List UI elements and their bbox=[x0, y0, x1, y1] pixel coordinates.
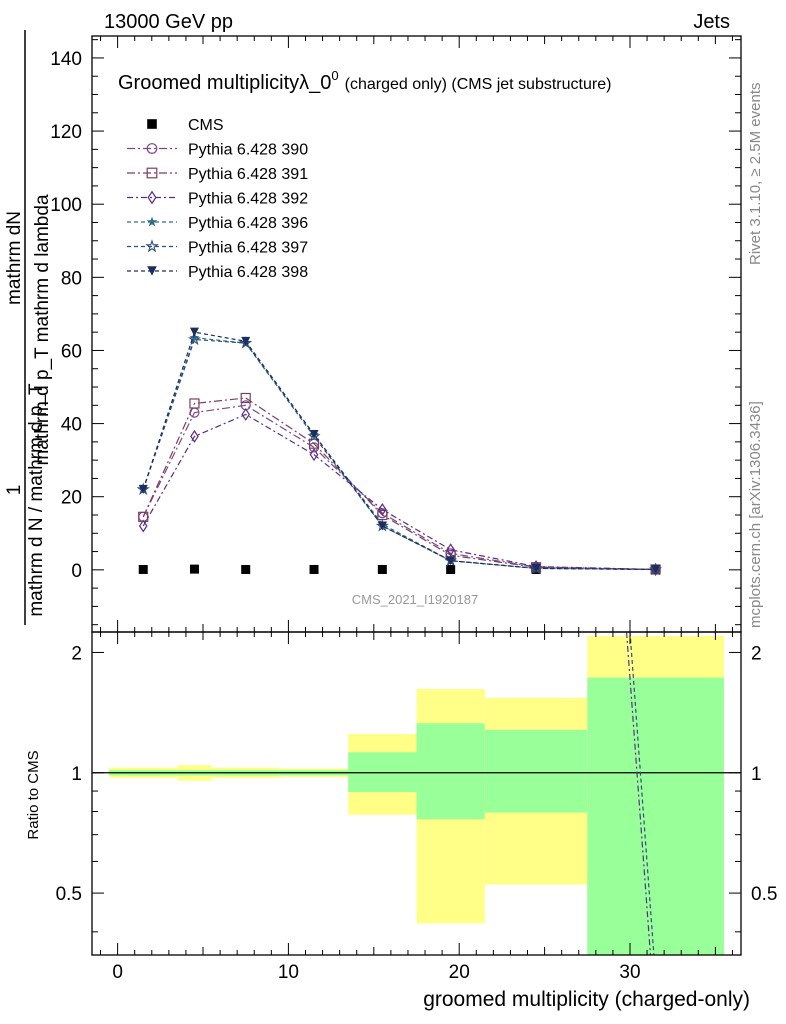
data-point bbox=[377, 521, 387, 531]
ylabel-right-denominator: mathrm d p_T mathrm d lambda bbox=[32, 194, 53, 465]
ylabel-left-numerator: 1 bbox=[4, 485, 25, 496]
ratio-y-tick-label-right: 1 bbox=[751, 764, 762, 785]
data-point bbox=[188, 332, 202, 346]
chart-title: Groomed multiplicityλ_00 (charged only) (… bbox=[118, 68, 611, 94]
data-point bbox=[531, 563, 541, 573]
y-tick-label: 0 bbox=[71, 561, 82, 582]
data-point bbox=[446, 556, 456, 566]
legend-label: Pythia 6.428 392 bbox=[188, 191, 308, 208]
data-point bbox=[138, 564, 148, 574]
legend-marker bbox=[146, 143, 158, 154]
series-5 bbox=[136, 332, 663, 576]
legend-marker bbox=[146, 216, 158, 227]
legend-marker bbox=[145, 239, 159, 253]
data-point bbox=[189, 564, 199, 574]
ratio-ylabel: Ratio to CMS bbox=[25, 750, 42, 839]
legend: CMS Pythia 6.428 390 Pythia 6.428 391 Pythi… bbox=[127, 117, 308, 281]
series-line bbox=[142, 413, 656, 571]
legend-label: CMS bbox=[188, 117, 224, 134]
series-3 bbox=[138, 407, 660, 576]
chart-title-superscript: 0 bbox=[331, 68, 338, 83]
chart-title-suffix: (charged only) (CMS jet substructure) bbox=[345, 76, 612, 93]
legend-marker bbox=[147, 266, 157, 276]
ratio-plot-panel: 0 10 20 30 0.5 0.5 1 1 2 2 bbox=[56, 631, 777, 983]
y-tick-label: 140 bbox=[50, 49, 82, 70]
x-tick-label: 0 bbox=[112, 962, 123, 983]
legend-label: Pythia 6.428 397 bbox=[188, 240, 308, 257]
data-point bbox=[378, 503, 387, 516]
data-point bbox=[241, 407, 251, 421]
legend-marker bbox=[146, 167, 158, 179]
mcplots-credit-label: mcplots.cern.ch [arXiv:1306.3436] bbox=[747, 401, 764, 628]
legend-marker bbox=[147, 190, 157, 205]
data-point bbox=[138, 484, 148, 494]
ratio-stat-band bbox=[484, 729, 588, 813]
y-tick-label: 100 bbox=[50, 195, 82, 216]
data-point bbox=[189, 327, 199, 337]
series-6 bbox=[138, 327, 661, 574]
data-point bbox=[189, 398, 200, 409]
series-line bbox=[142, 338, 656, 571]
y-tick-label: 40 bbox=[61, 415, 82, 436]
series-4 bbox=[138, 332, 661, 574]
data-point bbox=[138, 519, 148, 533]
series-line bbox=[142, 331, 656, 571]
data-point bbox=[309, 448, 319, 462]
ratio-frame bbox=[91, 631, 742, 956]
data-point bbox=[189, 332, 200, 342]
legend-label: Pythia 6.428 391 bbox=[188, 166, 308, 183]
y-tick-label: 20 bbox=[61, 488, 82, 509]
data-point bbox=[651, 564, 661, 574]
data-point bbox=[446, 564, 456, 574]
y-tick-label: 120 bbox=[50, 122, 82, 143]
data-point bbox=[241, 564, 251, 574]
ylabel-right-numerator: mathrm dN bbox=[4, 211, 25, 305]
ratio-y-tick-label: 1 bbox=[71, 764, 82, 785]
series-line bbox=[142, 337, 656, 571]
ratio-stat-band bbox=[416, 723, 485, 820]
ratio-y-tick-label: 0.5 bbox=[56, 884, 82, 905]
ratio-curve bbox=[629, 631, 655, 956]
ratio-curve bbox=[625, 631, 652, 956]
rivet-version-label: Rivet 3.1.10, ≥ 2.5M events bbox=[747, 83, 764, 266]
x-tick-label: 30 bbox=[619, 962, 640, 983]
data-point bbox=[377, 564, 387, 574]
ylabel-left-denominator: mathrm d N / mathrm d p_T bbox=[26, 383, 47, 617]
x-tick-label: 10 bbox=[278, 962, 299, 983]
ratio-y-tick-label: 2 bbox=[71, 643, 82, 664]
analysis-watermark: CMS_2021_I1920187 bbox=[352, 592, 479, 607]
data-point bbox=[309, 430, 319, 440]
main-plot-panel: 0 20 40 60 80 100 120 140 CMS Pythia 6.428 390 Pyt… bbox=[50, 35, 742, 633]
legend-label: Pythia 6.428 390 bbox=[188, 142, 308, 159]
ratio-stat-band bbox=[587, 677, 724, 955]
legend-label: Pythia 6.428 396 bbox=[188, 215, 308, 232]
y-tick-label: 60 bbox=[61, 341, 82, 362]
legend-label: Pythia 6.428 398 bbox=[188, 264, 308, 281]
series-line bbox=[142, 397, 656, 571]
main-ylabel: mathrm dN mathrm d p_T mathrm d lambda 1… bbox=[4, 30, 53, 625]
data-point bbox=[240, 392, 251, 404]
legend-marker bbox=[147, 119, 157, 129]
data-point bbox=[241, 336, 251, 346]
ratio-y-tick-label-right: 0.5 bbox=[751, 884, 777, 905]
y-tick-label: 80 bbox=[61, 268, 82, 289]
ratio-y-tick-label-right: 2 bbox=[751, 643, 762, 664]
series-line bbox=[142, 404, 656, 571]
xaxis-label: groomed multiplicity (charged-only) bbox=[423, 988, 750, 1011]
header-right-label: Jets bbox=[693, 11, 730, 33]
header-left-label: 13000 GeV pp bbox=[104, 11, 233, 33]
data-point bbox=[309, 564, 319, 574]
x-tick-label: 20 bbox=[449, 962, 470, 983]
series-2 bbox=[138, 392, 661, 575]
chart-title-main: Groomed multiplicityλ_0 bbox=[118, 72, 331, 94]
data-point bbox=[190, 429, 199, 443]
